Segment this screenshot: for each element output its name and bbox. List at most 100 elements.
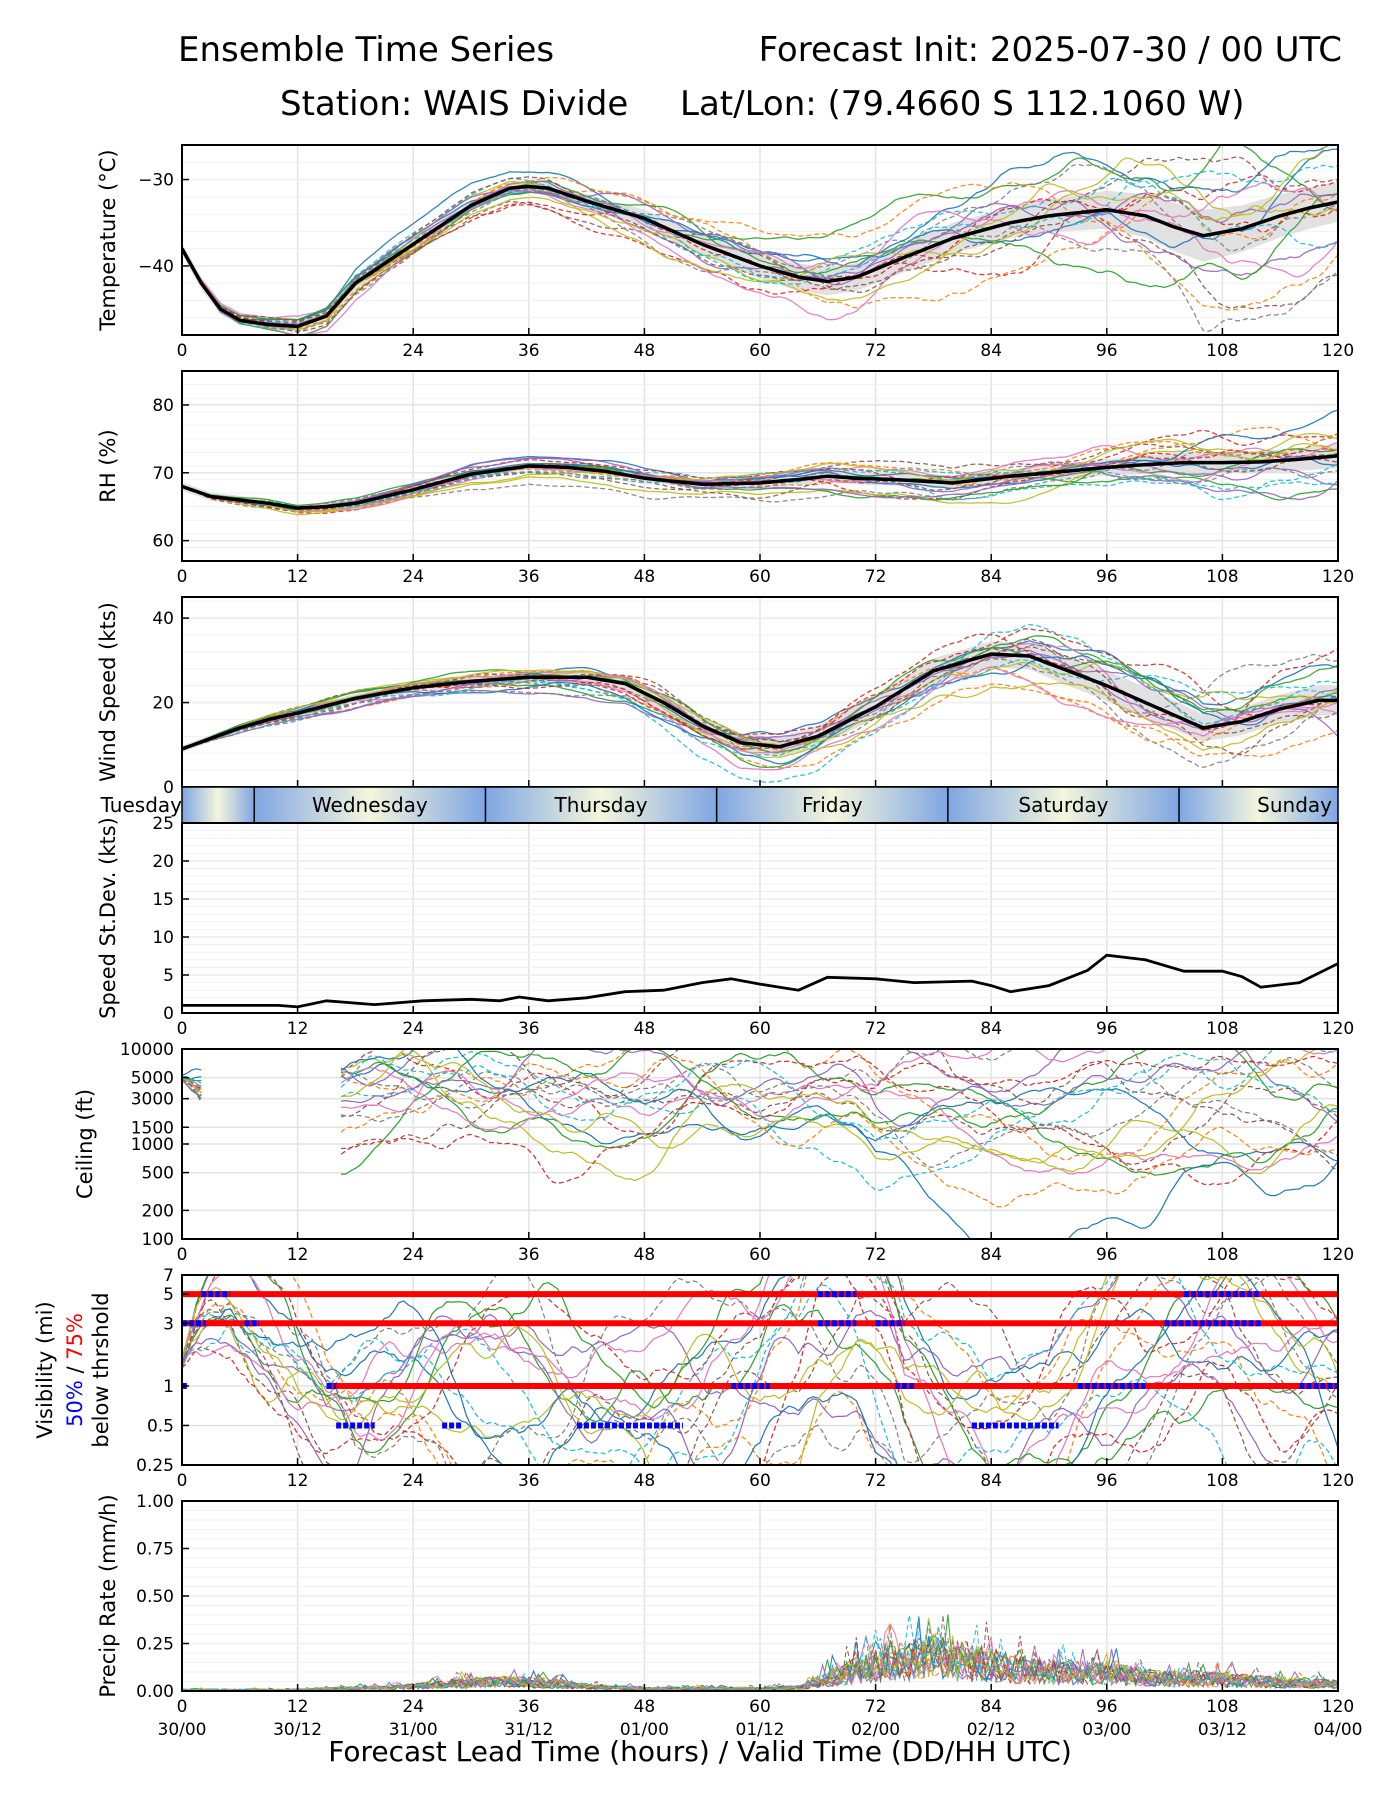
y-axis-label: Temperature (°C)	[96, 149, 120, 331]
y-tick-label: 3000	[131, 1090, 174, 1110]
member-line	[182, 176, 1338, 322]
valid-time-label: 04/00	[1314, 1720, 1363, 1740]
x-tick-label: 108	[1206, 1019, 1238, 1039]
member-line	[182, 145, 1334, 321]
member-line	[182, 1275, 1338, 1465]
x-tick-label: 84	[980, 1019, 1002, 1039]
y-axis-label: Speed St.Dev. (kts)	[96, 817, 120, 1019]
panel-rh: 60 70 80 0 12 24 36 48 60 72 84 96 108 120 RH (%)	[96, 370, 1354, 587]
x-tick-label: 108	[1206, 567, 1238, 587]
x-tick-label: 72	[865, 341, 887, 361]
x-tick-label: 60	[749, 567, 771, 587]
threshold-legend-subtitle: below thrshold	[89, 1292, 113, 1447]
y-tick-label: 1500	[131, 1118, 174, 1138]
member-line	[182, 1053, 1338, 1175]
x-axis-label: Forecast Lead Time (hours) / Valid Time …	[328, 1735, 1072, 1768]
x-tick-label: 60	[749, 1245, 771, 1265]
member-line	[182, 1275, 1338, 1465]
y-tick-label: 20	[152, 852, 174, 872]
x-tick-label: 96	[1096, 1471, 1118, 1491]
day-label: Saturday	[1018, 793, 1108, 817]
member-line	[182, 174, 1338, 333]
x-tick-label: 12	[287, 1471, 309, 1491]
y-tick-label: 0.25	[136, 1635, 174, 1655]
x-tick-label: 72	[865, 1245, 887, 1265]
member-line	[182, 1275, 1338, 1465]
member-line	[182, 1275, 1177, 1465]
panel-wind: 0 20 40 Wind Speed (kts)	[96, 596, 1339, 798]
member-line	[182, 180, 1338, 329]
member-line	[182, 145, 1329, 327]
x-tick-label: 36	[518, 341, 540, 361]
y-tick-label: 7	[163, 1266, 174, 1286]
member-line	[182, 647, 1338, 754]
member-line	[182, 182, 1338, 335]
x-tick-label: 0	[177, 1245, 188, 1265]
y-tick-label: 5	[163, 966, 174, 986]
day-label: Thursday	[554, 793, 648, 817]
member-line	[182, 188, 1338, 325]
valid-time-label: 03/12	[1198, 1720, 1247, 1740]
x-tick-label: 84	[980, 1245, 1002, 1265]
y-tick-label: 60	[152, 532, 174, 552]
valid-time-label: 02/12	[967, 1720, 1016, 1740]
x-tick-label: 24	[402, 341, 424, 361]
member-line	[182, 180, 1338, 328]
y-tick-label: −40	[138, 257, 174, 277]
x-tick-label: 60	[749, 1019, 771, 1039]
x-tick-label: 48	[634, 567, 656, 587]
y-tick-label: 3	[163, 1314, 174, 1334]
x-tick-label: 48	[634, 1697, 656, 1717]
valid-time-label: 03/00	[1082, 1720, 1131, 1740]
member-line	[182, 1275, 1338, 1465]
x-tick-label: 120	[1322, 1471, 1354, 1491]
y-tick-label: 1	[163, 1377, 174, 1397]
x-tick-label: 120	[1322, 567, 1354, 587]
member-line	[182, 1049, 1338, 1191]
y-tick-label: 40	[152, 609, 174, 629]
x-tick-label: 96	[1096, 567, 1118, 587]
member-line	[182, 452, 1338, 509]
y-tick-label: 25	[152, 814, 174, 834]
member-line	[182, 1275, 1338, 1465]
x-tick-label: 72	[865, 1471, 887, 1491]
member-line	[182, 661, 1338, 759]
legend-75: 75%	[63, 1313, 87, 1360]
y-tick-label: 0.00	[136, 1682, 174, 1702]
y-axis-label: Visibility (mi)	[33, 1301, 57, 1438]
x-tick-label: 0	[177, 567, 188, 587]
x-tick-label: 12	[287, 1019, 309, 1039]
member-line	[182, 666, 1338, 754]
day-label: Sunday	[1257, 793, 1332, 817]
x-tick-label: 24	[402, 1245, 424, 1265]
x-tick-label: 48	[634, 1019, 656, 1039]
x-tick-label: 0	[177, 1697, 188, 1717]
member-line	[182, 1275, 1338, 1465]
x-tick-label: 60	[749, 1471, 771, 1491]
x-tick-label: 84	[980, 341, 1002, 361]
x-tick-label: 120	[1322, 341, 1354, 361]
x-tick-label: 12	[287, 1245, 309, 1265]
y-tick-label: 0.5	[147, 1416, 174, 1436]
y-tick-label: 100	[142, 1230, 174, 1250]
y-tick-label: 0.75	[136, 1540, 174, 1560]
y-tick-label: 10	[152, 928, 174, 948]
x-tick-label: 120	[1322, 1019, 1354, 1039]
member-line	[182, 1275, 1338, 1465]
weekday-band: Tuesday Wednesday Thursday Friday Saturday Su…	[100, 786, 1339, 824]
x-tick-label: 48	[634, 1245, 656, 1265]
ensemble-mean-line	[182, 652, 1338, 751]
y-tick-label: 70	[152, 464, 174, 484]
member-line	[182, 669, 1338, 752]
y-tick-label: 20	[152, 694, 174, 714]
member-line	[182, 191, 1338, 321]
y-tick-label: 1.00	[136, 1492, 174, 1512]
y-tick-label: 0.50	[136, 1587, 174, 1607]
day-label: Friday	[802, 793, 863, 817]
x-tick-label: 0	[177, 1019, 188, 1039]
ensemble-mean-line	[182, 454, 1338, 510]
x-tick-label: 60	[749, 1697, 771, 1717]
member-line	[182, 678, 1338, 769]
